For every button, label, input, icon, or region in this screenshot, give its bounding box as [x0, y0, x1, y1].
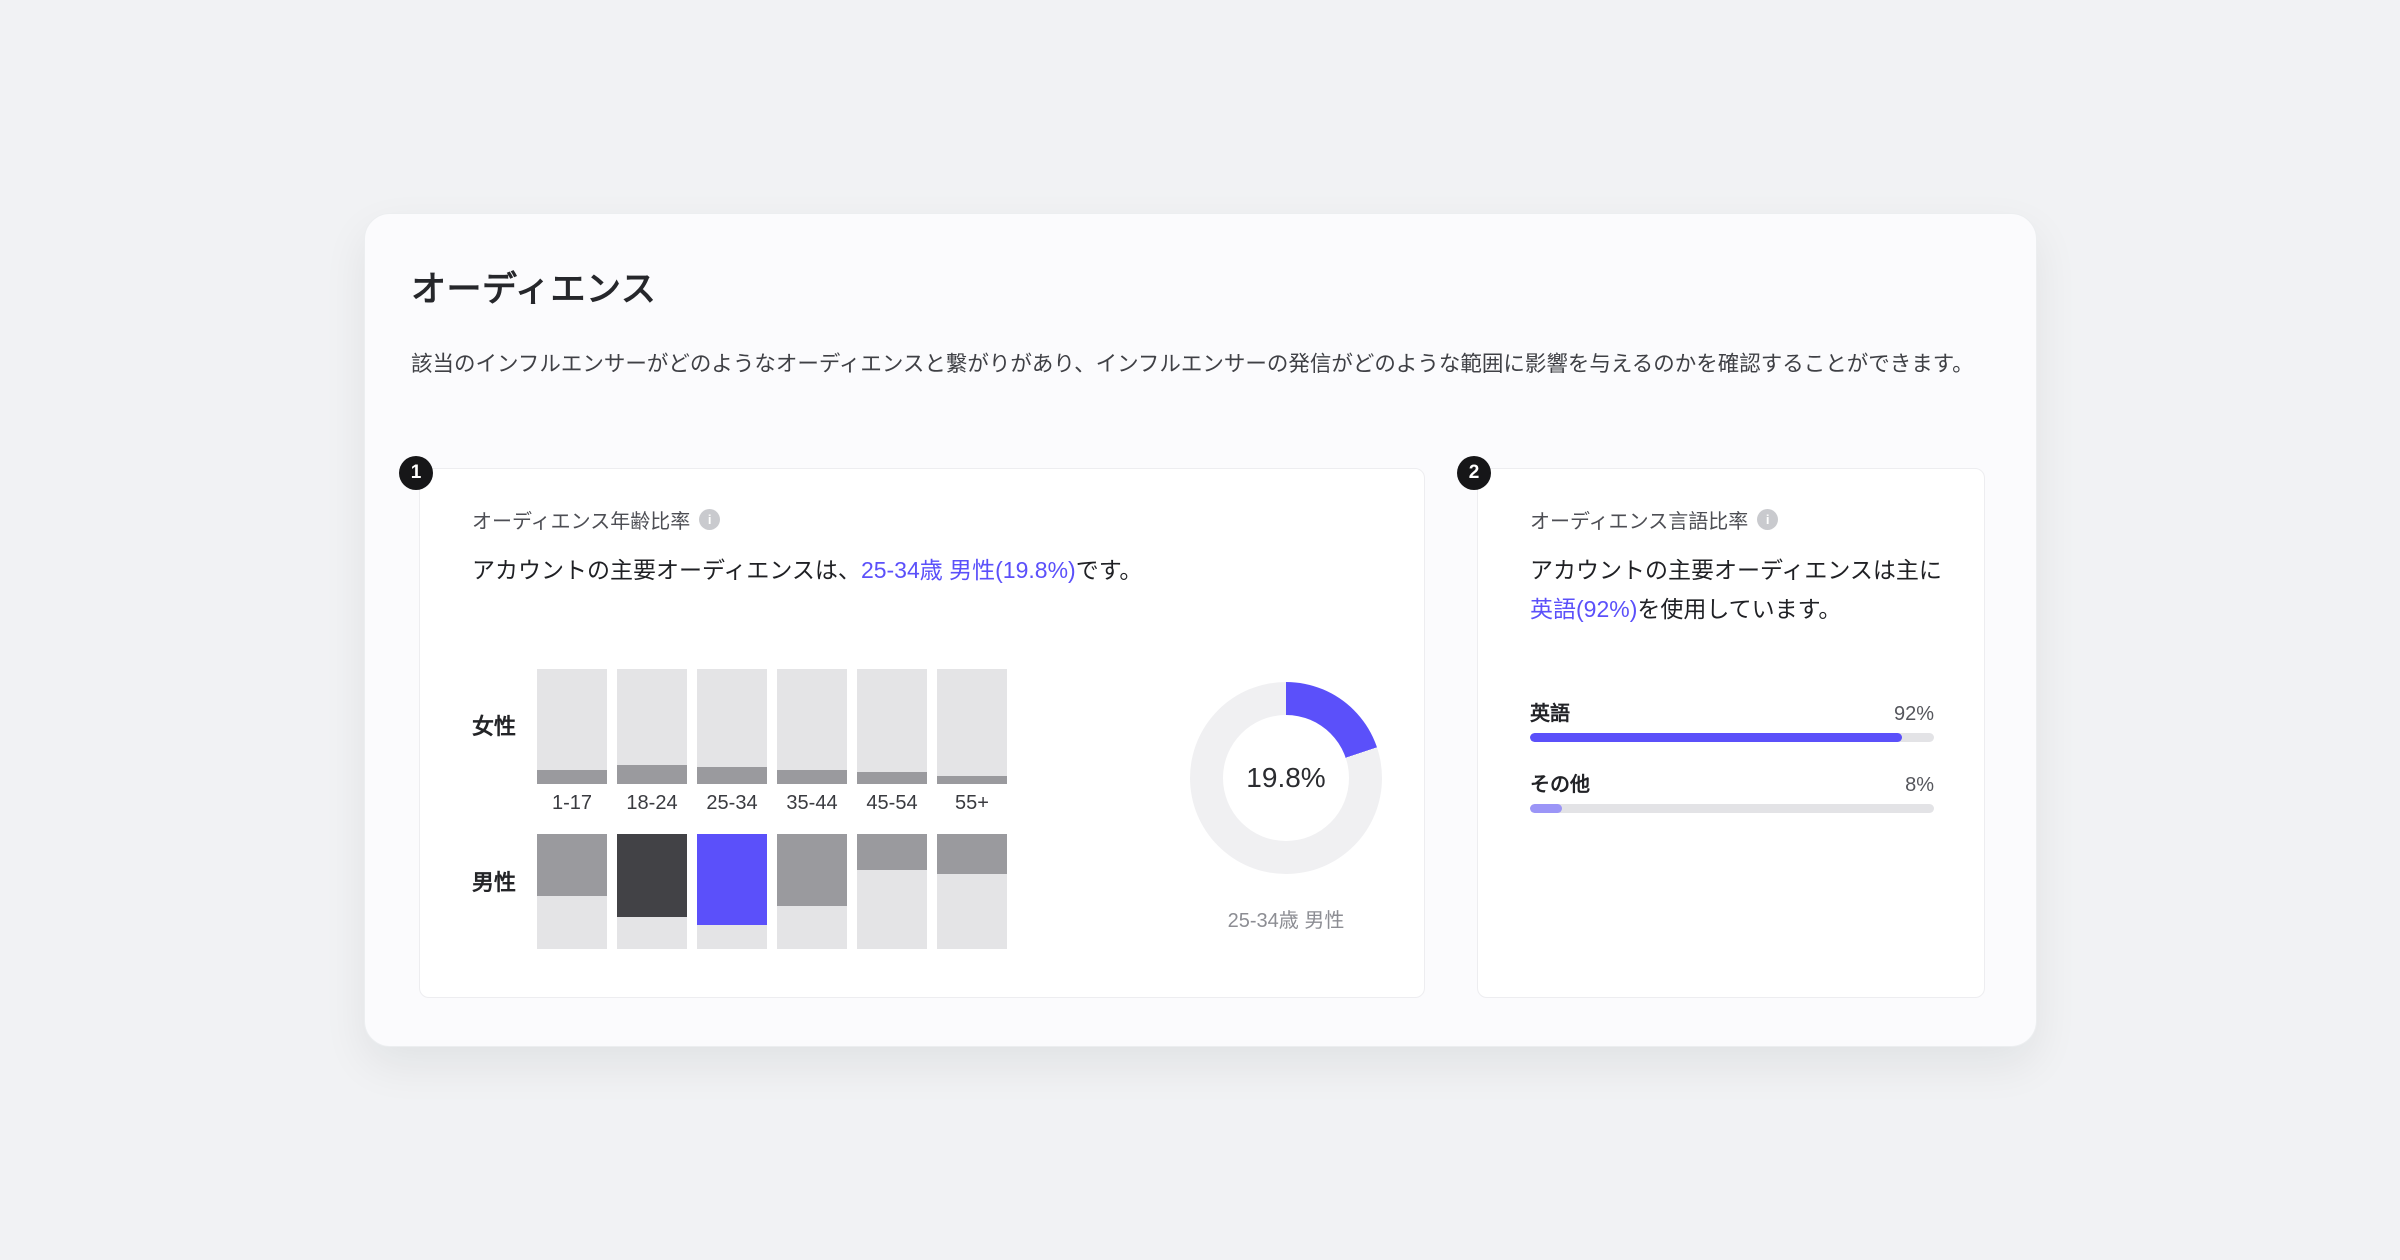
- info-icon[interactable]: i: [1757, 509, 1779, 530]
- age-category-label: 18-24: [626, 792, 678, 814]
- language-bar-track: [1530, 804, 1934, 813]
- age-category-label: 1-17: [551, 792, 593, 814]
- summary-prefix: アカウントの主要オーディエンスは、: [472, 557, 861, 583]
- female-bar-1-17: [537, 669, 607, 784]
- donut-center-value: 19.8%: [1246, 762, 1326, 793]
- male-bar-fill: [697, 834, 767, 926]
- age-category-label: 25-34: [706, 792, 758, 814]
- language-row: その他 8%: [1530, 768, 1934, 813]
- female-row-label: 女性: [472, 714, 517, 739]
- language-bar-list: 英語 92% その他 8%: [1530, 697, 1934, 839]
- summary-prefix: アカウントの主要オーディエンスは主に: [1530, 557, 1942, 583]
- language-row: 英語 92%: [1530, 697, 1934, 742]
- age-category-label: 45-54: [866, 792, 918, 814]
- male-bar-fill: [857, 834, 927, 870]
- male-bar-fill: [937, 834, 1007, 874]
- female-bar-25-34: [697, 669, 767, 784]
- summary-highlight: 英語(92%): [1530, 596, 1638, 622]
- male-bar-18-24: [617, 834, 687, 949]
- female-bar-fill: [537, 769, 607, 784]
- language-card-header: オーディエンス言語比率 i: [1530, 505, 1779, 534]
- age-ratio-card: オーディエンス年齢比率 i アカウントの主要オーディエンスは、25-34歳 男性…: [419, 468, 1425, 998]
- language-label: その他: [1530, 774, 1590, 796]
- language-value: 92%: [1893, 703, 1934, 725]
- male-bar-fill: [617, 834, 687, 918]
- language-ratio-card: オーディエンス言語比率 i アカウントの主要オーディエンスは主に英語(92%)を…: [1477, 468, 1985, 998]
- female-bar-45-54: [857, 669, 927, 784]
- page-description: 該当のインフルエンサーがどのようなオーディエンスと繋がりがあり、インフルエンサー…: [411, 352, 1974, 376]
- male-row-label: 男性: [472, 870, 517, 895]
- male-bar-35-44: [777, 834, 847, 949]
- female-bar-fill: [777, 770, 847, 784]
- donut-ring: 19.8%: [1190, 682, 1382, 874]
- donut-hole: 19.8%: [1223, 715, 1349, 841]
- summary-suffix: です。: [1075, 557, 1143, 583]
- female-bar-fill: [617, 764, 687, 784]
- age-donut-chart: 19.8% 25-34歳 男性: [1190, 682, 1382, 942]
- male-bar-45-54: [857, 834, 927, 949]
- age-bar-chart: 1-17 18-24 25-34 35-44 45-54 55+: [537, 669, 1007, 949]
- language-row-line: その他 8%: [1530, 768, 1934, 796]
- female-bar-55+: [937, 669, 1007, 784]
- age-category-label: 55+: [955, 792, 989, 814]
- male-bar-fill: [537, 834, 607, 896]
- step-badge-1: 1: [399, 456, 433, 490]
- female-bar-35-44: [777, 669, 847, 784]
- female-bar-fill: [937, 775, 1007, 784]
- info-icon[interactable]: i: [699, 509, 721, 530]
- male-bar-fill: [777, 834, 847, 907]
- age-category-label: 35-44: [786, 792, 838, 814]
- language-label: 英語: [1530, 703, 1570, 725]
- step-badge-2: 2: [1457, 456, 1491, 490]
- male-bar-25-34: [697, 834, 767, 949]
- donut-caption: 25-34歳 男性: [1227, 910, 1345, 932]
- male-bar-1-17: [537, 834, 607, 949]
- page-title: オーディエンス: [411, 270, 657, 309]
- female-bar-fill: [697, 766, 767, 784]
- age-card-header: オーディエンス年齢比率 i: [472, 505, 721, 534]
- female-bar-fill: [857, 772, 927, 784]
- language-card-title: オーディエンス言語比率: [1530, 511, 1749, 533]
- language-row-line: 英語 92%: [1530, 697, 1934, 725]
- language-bar-track: [1530, 733, 1934, 742]
- language-bar-fill: [1530, 804, 1563, 813]
- female-bar-18-24: [617, 669, 687, 784]
- age-card-title: オーディエンス年齢比率: [472, 511, 691, 533]
- summary-highlight: 25-34歳 男性(19.8%): [860, 557, 1076, 583]
- language-card-summary: アカウントの主要オーディエンスは主に英語(92%)を使用しています。: [1530, 551, 1944, 629]
- language-value: 8%: [1905, 774, 1934, 796]
- summary-suffix: を使用しています。: [1637, 596, 1842, 622]
- male-bar-55+: [937, 834, 1007, 949]
- audience-panel: オーディエンス 該当のインフルエンサーがどのようなオーディエンスと繋がりがあり、…: [364, 213, 2037, 1047]
- language-bar-fill: [1530, 733, 1902, 742]
- age-card-summary: アカウントの主要オーディエンスは、25-34歳 男性(19.8%)です。: [472, 551, 1142, 590]
